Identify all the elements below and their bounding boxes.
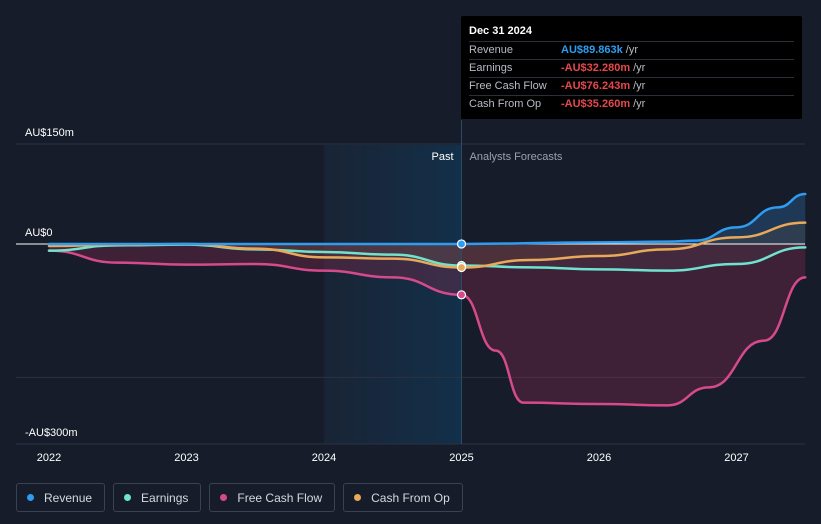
- tooltip-value: -AU$76.243m: [561, 80, 631, 92]
- tooltip-label: Free Cash Flow: [469, 80, 547, 92]
- legend-item-free-cash-flow[interactable]: Free Cash Flow: [209, 483, 336, 512]
- x-tick-label: 2027: [724, 452, 748, 464]
- legend-label: Free Cash Flow: [237, 490, 323, 505]
- legend-dot-icon: [220, 494, 228, 501]
- tooltip-unit: /yr: [633, 80, 646, 92]
- marker-revenue: [456, 239, 467, 249]
- line-free-cash-flow: [47, 249, 807, 407]
- x-tick-label: 2025: [449, 452, 473, 464]
- marker-cash-from-op: [456, 262, 467, 273]
- legend-item-cash-from-op[interactable]: Cash From Op: [343, 483, 463, 512]
- x-tick-label: 2022: [37, 452, 61, 464]
- legend: Revenue Earnings Free Cash Flow Cash Fro…: [16, 483, 463, 512]
- tooltip-value: -AU$32.280m: [561, 62, 631, 74]
- region-label-forecast: Analysts Forecasts: [470, 151, 563, 163]
- legend-label: Earnings: [141, 490, 189, 505]
- legend-dot-icon: [354, 494, 362, 501]
- area-revenue: [49, 194, 806, 244]
- tooltip: Dec 31 2024 Revenue AU$89.863k /yr Earni…: [461, 16, 802, 119]
- marker-free-cash-flow: [456, 290, 467, 300]
- tooltip-label: Cash From Op: [469, 98, 542, 110]
- legend-label: Revenue: [44, 490, 93, 505]
- tooltip-row-earnings: Earnings -AU$32.280m /yr: [469, 59, 794, 77]
- tooltip-row-free-cash-flow: Free Cash Flow -AU$76.243m /yr: [469, 77, 794, 95]
- y-axis-label: AU$0: [25, 227, 53, 239]
- past-region-band: [324, 145, 462, 444]
- y-axis-label: AU$150m: [25, 127, 74, 139]
- area-free-cash-flow: [49, 244, 806, 406]
- tooltip-row-cash-from-op: Cash From Op -AU$35.260m /yr: [469, 95, 794, 113]
- y-axis-label: -AU$300m: [25, 427, 78, 439]
- tooltip-value: -AU$35.260m: [561, 98, 631, 110]
- tooltip-row-revenue: Revenue AU$89.863k /yr: [469, 41, 794, 59]
- tooltip-unit: /yr: [625, 44, 639, 56]
- x-tick-label: 2026: [587, 452, 611, 464]
- x-tick-label: 2024: [312, 452, 336, 464]
- tooltip-label: Revenue: [469, 44, 514, 56]
- tooltip-label: Earnings: [469, 62, 513, 74]
- legend-dot-icon: [27, 494, 34, 501]
- area-earnings: [49, 244, 806, 271]
- x-tick-label: 2023: [174, 452, 198, 464]
- tooltip-unit: /yr: [633, 98, 646, 110]
- tooltip-value: AU$89.863k: [561, 44, 623, 56]
- line-revenue: [47, 192, 807, 246]
- tooltip-unit: /yr: [633, 62, 646, 74]
- legend-item-revenue[interactable]: Revenue: [16, 483, 106, 512]
- legend-dot-icon: [124, 494, 132, 501]
- legend-label: Cash From Op: [371, 490, 450, 505]
- legend-item-earnings[interactable]: Earnings: [113, 483, 202, 512]
- tooltip-date: Dec 31 2024: [469, 25, 532, 37]
- region-label-past: Past: [431, 151, 453, 163]
